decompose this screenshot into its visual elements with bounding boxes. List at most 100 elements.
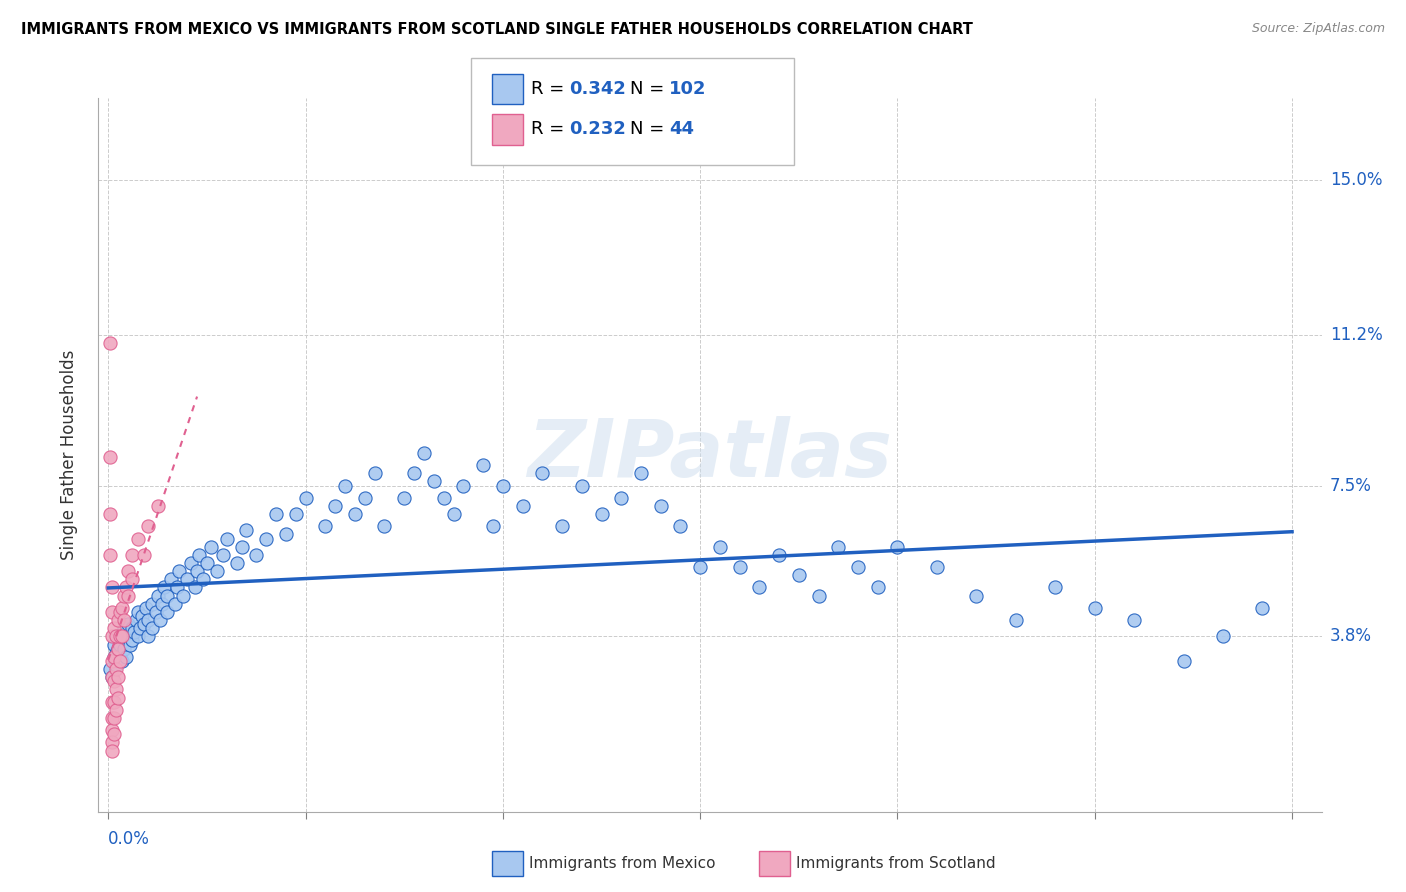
Text: 15.0%: 15.0% [1330, 170, 1382, 189]
Point [121, 572, 143, 586]
Point [117, 564, 139, 578]
Point [787, 568, 810, 582]
Point [176, 572, 198, 586]
Point [127, 532, 149, 546]
Text: Immigrants from Scotland: Immigrants from Scotland [796, 856, 995, 871]
Text: 0.0%: 0.0% [108, 830, 150, 847]
Point [610, 491, 633, 505]
Point [111, 629, 134, 643]
Point [98, 548, 121, 562]
Point [103, 638, 125, 652]
Point [482, 519, 505, 533]
Point [135, 600, 157, 615]
Text: 44: 44 [669, 120, 695, 138]
Point [591, 507, 613, 521]
Point [669, 519, 692, 533]
Point [101, 629, 124, 643]
Point [254, 532, 277, 546]
Point [107, 690, 129, 705]
Point [166, 581, 188, 595]
Point [423, 475, 446, 489]
Point [103, 649, 125, 664]
Point [121, 633, 143, 648]
Point [98, 450, 121, 464]
Point [235, 524, 257, 538]
Point [152, 581, 174, 595]
Point [1212, 629, 1234, 643]
Point [108, 649, 131, 664]
Point [105, 662, 128, 676]
Point [103, 695, 125, 709]
Point [180, 556, 202, 570]
Point [314, 519, 336, 533]
Point [571, 478, 593, 492]
Point [413, 446, 436, 460]
Point [146, 589, 169, 603]
Point [274, 527, 297, 541]
Point [115, 649, 138, 664]
Point [101, 605, 124, 619]
Point [231, 540, 253, 554]
Text: ZIPatlas: ZIPatlas [527, 416, 893, 494]
Point [108, 605, 131, 619]
Point [1084, 600, 1107, 615]
Point [103, 649, 125, 664]
Point [191, 572, 214, 586]
Point [107, 613, 129, 627]
Text: N =: N = [630, 80, 669, 98]
Point [512, 499, 534, 513]
Point [105, 657, 128, 672]
Point [689, 560, 711, 574]
Point [748, 581, 770, 595]
Point [433, 491, 456, 505]
Text: Immigrants from Mexico: Immigrants from Mexico [529, 856, 716, 871]
Point [103, 727, 125, 741]
Point [118, 638, 141, 652]
Point [101, 743, 124, 757]
Point [107, 629, 129, 643]
Point [1173, 654, 1195, 668]
Y-axis label: Single Father Households: Single Father Households [59, 350, 77, 560]
Point [323, 499, 346, 513]
Point [284, 507, 307, 521]
Point [105, 703, 128, 717]
Text: Source: ZipAtlas.com: Source: ZipAtlas.com [1251, 22, 1385, 36]
Point [101, 670, 124, 684]
Text: R =: R = [531, 120, 571, 138]
Point [211, 548, 233, 562]
Point [103, 674, 125, 689]
Point [112, 621, 135, 635]
Point [807, 589, 830, 603]
Point [127, 629, 149, 643]
Point [156, 605, 179, 619]
Point [101, 670, 124, 684]
Point [160, 572, 183, 586]
Point [105, 646, 128, 660]
Point [98, 662, 121, 676]
Point [443, 507, 465, 521]
Text: 3.8%: 3.8% [1330, 627, 1372, 646]
Text: 0.232: 0.232 [569, 120, 626, 138]
Point [108, 629, 131, 643]
Point [146, 499, 169, 513]
Point [111, 629, 134, 643]
Point [245, 548, 267, 562]
Point [101, 711, 124, 725]
Point [101, 654, 124, 668]
Point [531, 467, 554, 481]
Point [128, 621, 150, 635]
Point [886, 540, 908, 554]
Point [121, 548, 143, 562]
Point [188, 548, 211, 562]
Text: 102: 102 [669, 80, 707, 98]
Point [492, 478, 515, 492]
Point [150, 597, 173, 611]
Point [103, 711, 125, 725]
Point [112, 641, 135, 656]
Point [1123, 613, 1146, 627]
Point [1251, 600, 1274, 615]
Point [169, 564, 191, 578]
Point [195, 556, 218, 570]
Point [215, 532, 238, 546]
Point [101, 735, 124, 749]
